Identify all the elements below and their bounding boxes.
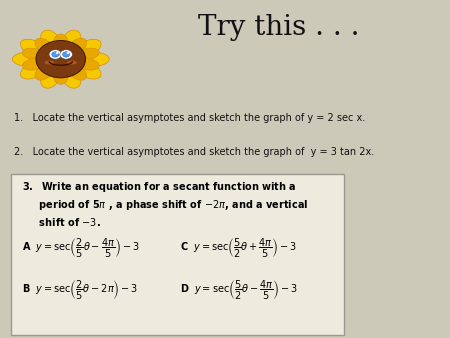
Ellipse shape	[22, 57, 48, 70]
Text: $\mathbf{B}$  $y = \sec\!\left(\dfrac{2}{5}\theta - 2\pi\right) - 3$: $\mathbf{B}$ $y = \sec\!\left(\dfrac{2}{…	[22, 279, 139, 302]
Ellipse shape	[61, 65, 81, 88]
Ellipse shape	[53, 65, 68, 84]
Circle shape	[67, 52, 69, 54]
Ellipse shape	[61, 30, 81, 53]
Circle shape	[52, 52, 59, 57]
Text: $\mathbf{D}$  $y = \sec\!\left(\dfrac{5}{2}\theta - \dfrac{4\pi}{5}\right) - 3$: $\mathbf{D}$ $y = \sec\!\left(\dfrac{5}{…	[180, 279, 298, 302]
Circle shape	[49, 50, 62, 59]
Text: $\mathbf{C}$  $y = \sec\!\left(\dfrac{5}{2}\theta + \dfrac{4\pi}{5}\right) - 3$: $\mathbf{C}$ $y = \sec\!\left(\dfrac{5}{…	[180, 237, 297, 260]
Ellipse shape	[53, 34, 68, 54]
Ellipse shape	[20, 61, 49, 79]
Ellipse shape	[12, 52, 45, 66]
Ellipse shape	[40, 30, 61, 53]
Ellipse shape	[22, 48, 48, 61]
Ellipse shape	[35, 38, 55, 55]
Circle shape	[56, 52, 58, 54]
Ellipse shape	[35, 63, 55, 80]
Ellipse shape	[77, 52, 109, 66]
Ellipse shape	[73, 61, 101, 79]
Circle shape	[36, 41, 86, 78]
Text: shift of $-3$.: shift of $-3$.	[22, 216, 101, 228]
Ellipse shape	[74, 57, 99, 70]
Ellipse shape	[73, 39, 101, 57]
Ellipse shape	[67, 63, 86, 80]
Text: $\mathbf{A}$  $y = \sec\!\left(\dfrac{2}{5}\theta - \dfrac{4\pi}{5}\right) - 3$: $\mathbf{A}$ $y = \sec\!\left(\dfrac{2}{…	[22, 237, 140, 260]
Ellipse shape	[67, 38, 86, 55]
Text: 1.   Locate the vertical asymptotes and sketch the graph of y = 2 sec x.: 1. Locate the vertical asymptotes and sk…	[14, 113, 365, 123]
Ellipse shape	[45, 61, 54, 65]
Ellipse shape	[40, 65, 61, 88]
Text: Try this . . .: Try this . . .	[198, 14, 360, 41]
Text: period of 5$\pi$ , a phase shift of $-2\pi$, and a vertical: period of 5$\pi$ , a phase shift of $-2\…	[22, 198, 309, 212]
Text: 2.   Locate the vertical asymptotes and sketch the graph of  y = 3 tan 2x.: 2. Locate the vertical asymptotes and sk…	[14, 147, 374, 157]
Text: $\mathbf{3.}$  Write an equation for a secant function with a: $\mathbf{3.}$ Write an equation for a se…	[22, 180, 297, 194]
Ellipse shape	[67, 61, 77, 65]
FancyBboxPatch shape	[11, 174, 344, 335]
Ellipse shape	[74, 48, 99, 61]
Circle shape	[63, 52, 70, 57]
Circle shape	[60, 50, 72, 59]
Ellipse shape	[20, 39, 49, 57]
